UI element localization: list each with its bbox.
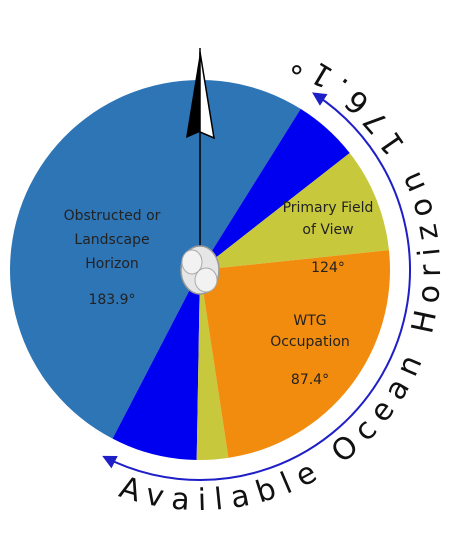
sector-label: of View	[302, 222, 353, 238]
north-arrow	[186, 52, 200, 138]
sector-label: WTG	[293, 313, 326, 329]
turbine-site	[180, 245, 220, 295]
sector-label: Primary Field	[283, 200, 374, 216]
sector-angle: 87.4°	[291, 372, 329, 388]
sector-angle: 183.9°	[88, 292, 135, 308]
north-arrow	[199, 51, 215, 140]
sector-label: Obstructed or	[64, 208, 161, 224]
sector-label: Horizon	[85, 256, 139, 272]
ocean-arc	[102, 92, 411, 481]
sector-label: Occupation	[270, 334, 350, 350]
sector-label: Landscape	[74, 232, 149, 248]
sector-angle: 124°	[311, 260, 345, 276]
